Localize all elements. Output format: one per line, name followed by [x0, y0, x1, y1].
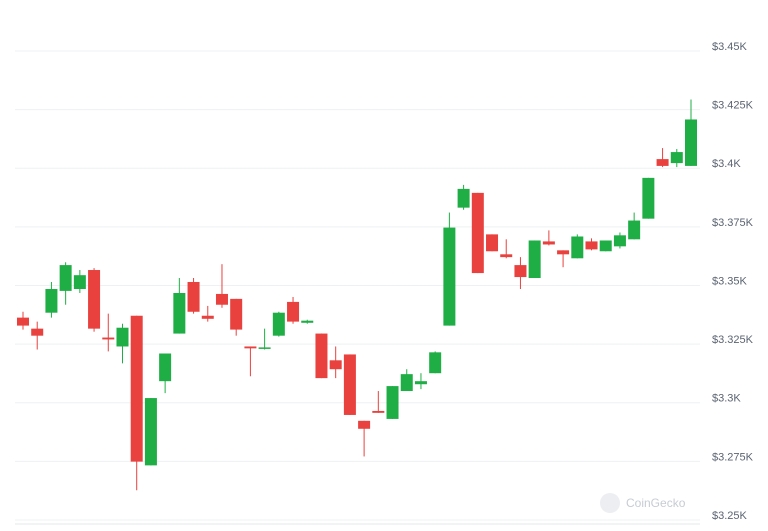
candle-body	[244, 346, 257, 349]
y-tick-label: $3.425K	[712, 100, 754, 112]
y-tick-label: $3.45K	[712, 41, 748, 53]
watermark-logo	[600, 493, 620, 513]
candle-body	[571, 236, 584, 259]
candle-body	[471, 192, 484, 274]
candle-body	[230, 298, 243, 330]
candle-body	[343, 354, 356, 415]
candle-body	[73, 275, 86, 290]
y-tick-label: $3.3K	[712, 393, 741, 405]
candle-body	[486, 234, 499, 252]
candle-body	[685, 119, 697, 166]
candle-body	[386, 386, 399, 419]
candle-body	[45, 289, 58, 313]
candle-body	[301, 320, 314, 323]
y-tick-label: $3.275K	[712, 451, 754, 463]
candle-body	[613, 235, 626, 247]
candle-body	[642, 177, 655, 219]
candle-body	[315, 333, 328, 379]
candle-body	[656, 159, 669, 166]
candle-body	[542, 241, 555, 245]
candle-body	[628, 220, 641, 240]
candle-body	[144, 398, 157, 466]
candle-body	[116, 327, 129, 347]
y-tick-label: $3.25K	[712, 510, 748, 522]
candle-body	[443, 227, 456, 326]
watermark: CoinGecko	[626, 496, 686, 510]
candle-body	[429, 352, 442, 374]
candle-body	[102, 337, 115, 340]
candle-body	[17, 317, 29, 326]
candle-body	[88, 270, 101, 329]
candle-body	[201, 315, 214, 319]
candle-body	[31, 328, 44, 336]
candle-body	[599, 240, 612, 252]
candle-body	[414, 381, 427, 385]
y-tick-label: $3.375K	[712, 217, 754, 229]
candle-body	[287, 301, 300, 322]
candle-body	[372, 410, 385, 413]
y-tick-label: $3.35K	[712, 275, 748, 287]
y-tick-label: $3.325K	[712, 334, 754, 346]
candle-body	[670, 152, 683, 164]
candle-body	[400, 374, 413, 392]
candle-body	[187, 281, 200, 312]
candle-body	[159, 353, 172, 382]
candle-body	[215, 293, 228, 305]
candle-body	[358, 420, 371, 429]
candle-body	[500, 254, 513, 258]
candle-body	[528, 240, 541, 278]
candle-body	[272, 312, 285, 336]
candle-body	[585, 241, 598, 250]
candle-body	[329, 360, 342, 370]
y-tick-label: $3.4K	[712, 158, 741, 170]
candle-body	[130, 315, 143, 462]
candle-body	[514, 265, 527, 278]
candle-body	[258, 347, 271, 349]
candle-body	[457, 188, 470, 208]
candle-body	[59, 265, 72, 291]
candle-body	[557, 250, 570, 255]
candle-body	[173, 293, 186, 334]
